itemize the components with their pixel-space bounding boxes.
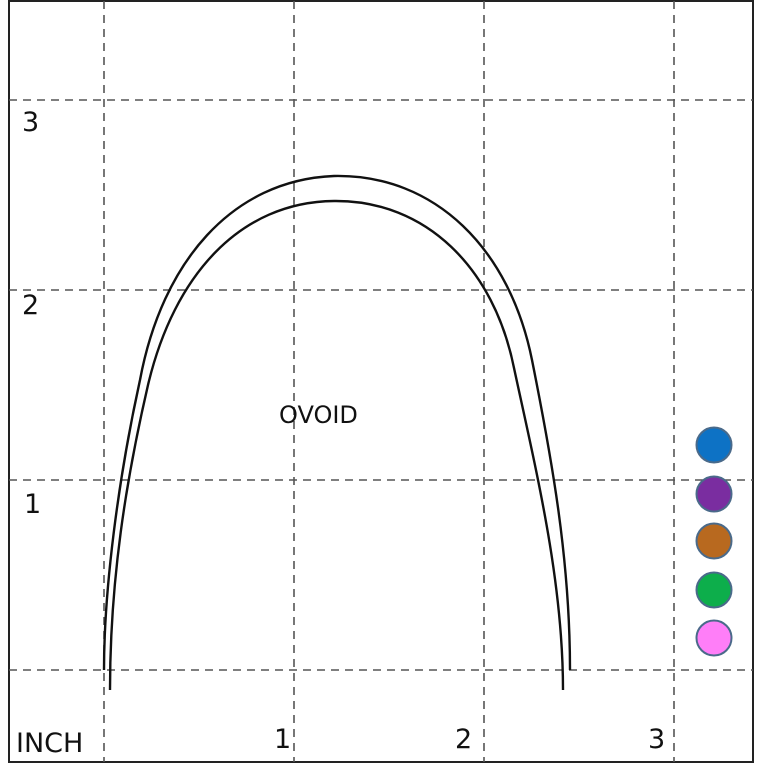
swatch-green[interactable] [695, 571, 733, 609]
arch-outer-curve [102, 174, 572, 671]
y-tick-label-1: 1 [24, 489, 41, 520]
unit-label: INCH [16, 728, 83, 759]
swatch-brown[interactable] [695, 522, 733, 560]
y-tick-label-2: 2 [22, 290, 39, 321]
x-tick-label-1: 1 [274, 724, 291, 755]
swatch-blue[interactable] [695, 426, 733, 464]
color-swatches [695, 426, 733, 657]
arch-type-label: OVOID [279, 401, 358, 429]
arch-inner-curve [108, 199, 565, 691]
y-tick-label-3: 3 [22, 107, 39, 138]
frame-border [8, 0, 754, 763]
grid-lines [9, 1, 753, 762]
ovoid-arch [102, 174, 572, 691]
x-tick-label-3: 3 [648, 724, 665, 755]
swatch-pink[interactable] [695, 619, 733, 657]
x-tick-label-2: 2 [455, 724, 472, 755]
swatch-purple[interactable] [695, 475, 733, 513]
